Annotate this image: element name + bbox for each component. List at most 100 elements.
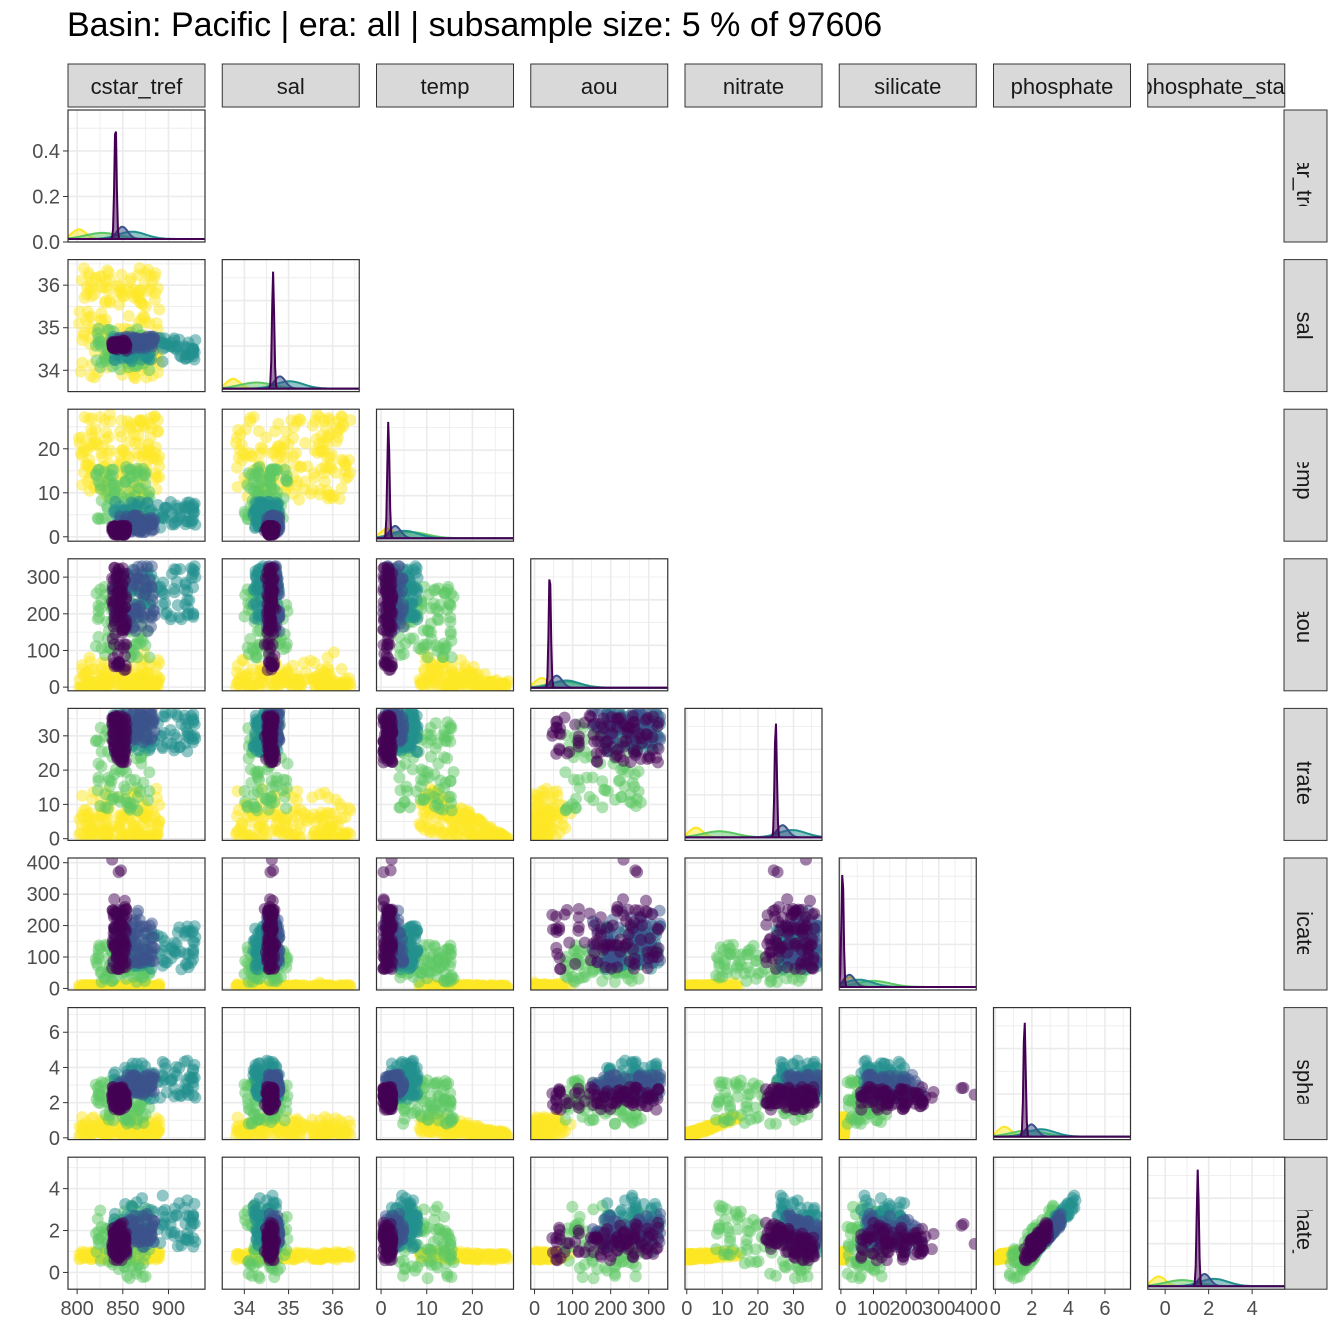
data-point (145, 581, 158, 594)
data-point (315, 806, 328, 819)
data-point (231, 666, 244, 679)
data-point (621, 725, 634, 738)
data-point (553, 744, 566, 757)
data-point (304, 811, 317, 824)
data-point (143, 785, 156, 798)
data-point (444, 790, 457, 803)
data-point (110, 566, 123, 579)
data-point (128, 564, 141, 577)
data-point (89, 640, 102, 653)
data-point (411, 613, 424, 626)
data-point (95, 745, 108, 758)
data-point (281, 475, 294, 488)
data-point (238, 785, 251, 798)
scatter-panel-temp-vs-cstar_tref (67, 408, 206, 542)
data-point (247, 832, 260, 841)
data-point (123, 275, 136, 288)
data-point (92, 771, 105, 784)
density-curve (222, 271, 360, 390)
data-point (440, 640, 453, 653)
data-point (153, 303, 166, 316)
data-point (247, 476, 260, 489)
data-point (440, 735, 453, 748)
data-point (313, 411, 326, 424)
data-point (304, 487, 317, 500)
strip-top-label: phosphate (1011, 74, 1114, 99)
data-point (321, 431, 334, 444)
data-point (85, 427, 98, 440)
data-point (321, 484, 334, 497)
strip-top-label: cstar_tref (91, 74, 184, 99)
data-point (543, 812, 556, 825)
strip-right-nitrate: nitrate (1283, 707, 1328, 841)
data-point (186, 343, 199, 356)
data-point (342, 677, 355, 690)
data-point (231, 480, 244, 493)
data-point (290, 479, 303, 492)
data-point (409, 720, 422, 733)
data-point (265, 652, 278, 665)
data-point (92, 322, 105, 335)
data-point (115, 588, 128, 601)
data-point (88, 371, 101, 384)
data-point (145, 731, 158, 744)
data-point (73, 813, 86, 826)
data-point (321, 651, 334, 664)
data-point (120, 730, 133, 743)
data-point (146, 340, 159, 353)
data-point (175, 718, 188, 731)
data-point (382, 711, 395, 724)
data-point (265, 524, 278, 537)
density-panel-cstar_tref-vs-cstar_tref (67, 109, 206, 243)
data-point (264, 601, 277, 614)
data-point (381, 638, 394, 651)
density-panel-temp-vs-temp (375, 408, 515, 543)
data-point (335, 453, 348, 466)
data-point (478, 675, 491, 688)
data-point (83, 651, 96, 664)
data-point (318, 786, 331, 799)
data-point (186, 736, 199, 749)
data-point (142, 829, 155, 841)
strip-right-label: nitrate (1292, 744, 1317, 805)
data-point (244, 816, 257, 829)
data-point (74, 365, 87, 378)
data-point (421, 728, 434, 741)
data-point (258, 638, 271, 651)
strip-right-temp: temp (1283, 408, 1328, 542)
data-point (92, 333, 105, 346)
data-point (78, 681, 91, 691)
data-point (342, 801, 355, 814)
data-point (168, 516, 181, 529)
data-point (143, 364, 156, 377)
data-point (116, 756, 129, 769)
data-point (381, 730, 394, 743)
data-point (99, 313, 112, 326)
data-point (280, 774, 293, 787)
strip-top-aou: aou (530, 63, 669, 108)
data-point (247, 644, 260, 657)
data-point (139, 300, 152, 313)
data-point (164, 340, 177, 353)
data-point (323, 414, 336, 427)
scatter-panel-sal-vs-cstar_tref (67, 259, 206, 393)
data-point (596, 801, 609, 814)
data-point (107, 463, 120, 476)
data-point (99, 354, 112, 367)
data-point (542, 829, 555, 841)
data-point (412, 642, 425, 655)
data-point (583, 790, 596, 803)
data-point (624, 788, 637, 801)
scatter-panel-silicate-vs-cstar_tref (67, 857, 206, 991)
data-point (119, 522, 132, 535)
data-point (186, 567, 199, 580)
strip-top-phosphate: phosphate (993, 63, 1131, 108)
data-point (92, 605, 105, 618)
data-point (444, 599, 457, 612)
data-point (77, 329, 90, 342)
data-point (115, 268, 128, 281)
data-point (164, 496, 177, 509)
data-point (143, 651, 156, 664)
data-point (315, 671, 328, 684)
data-point (268, 744, 281, 757)
